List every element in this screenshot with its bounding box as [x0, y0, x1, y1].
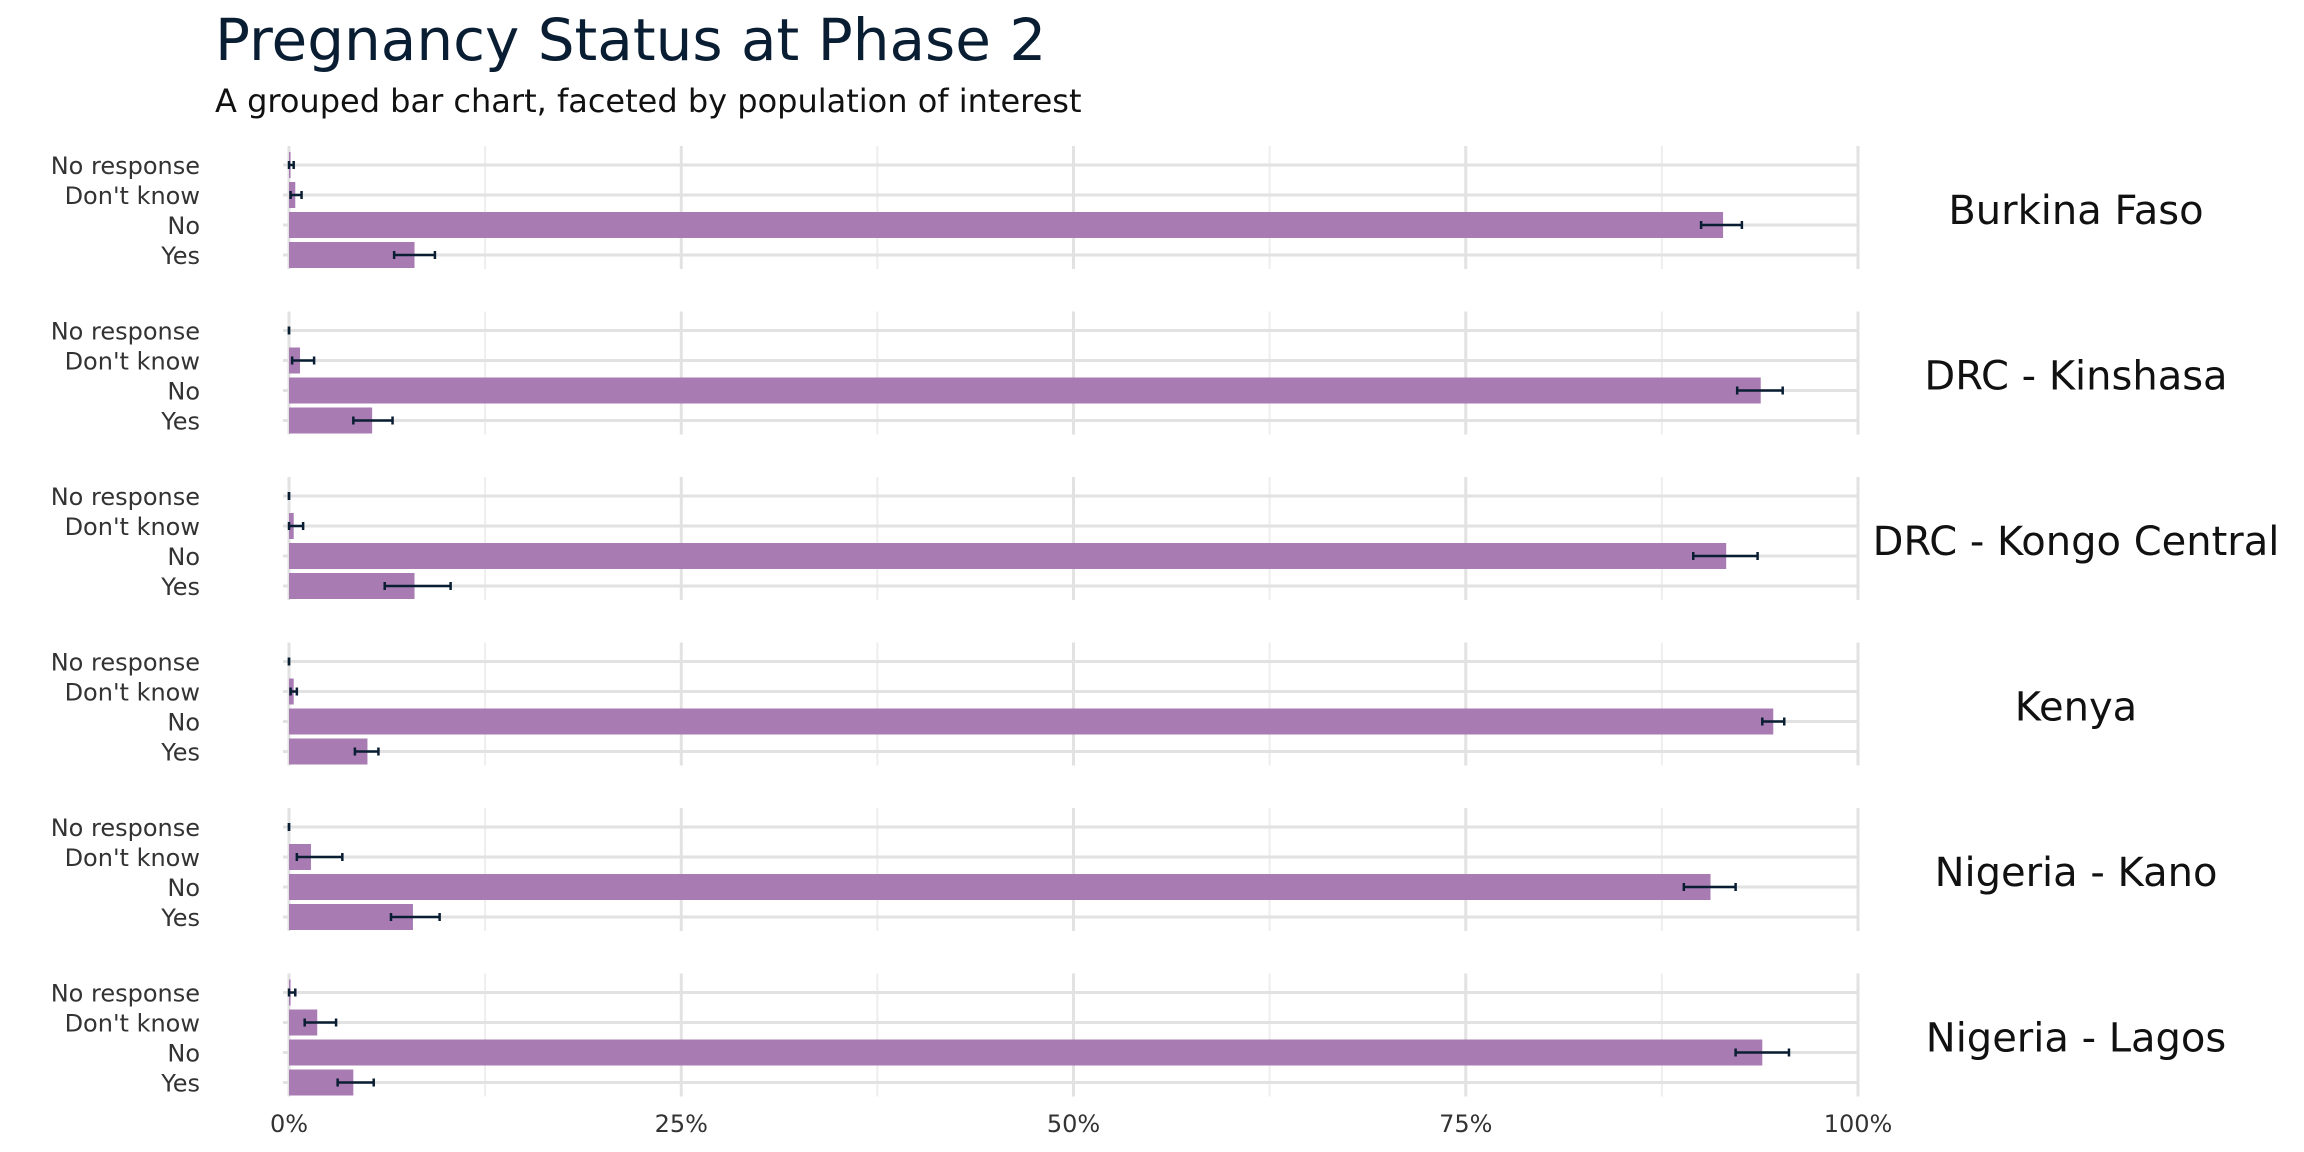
error-bar	[383, 582, 452, 590]
error-bar	[352, 416, 394, 425]
category-label: No response	[51, 318, 200, 346]
category-label: No	[167, 378, 200, 406]
error-bar	[287, 988, 297, 997]
chart-subtitle: A grouped bar chart, faceted by populati…	[215, 82, 1082, 120]
category-label: No response	[51, 814, 200, 842]
error-bar	[1692, 552, 1759, 560]
x-tick-label: 0%	[270, 1110, 308, 1138]
error-bar	[303, 1018, 338, 1027]
error-bar	[1735, 386, 1784, 395]
x-tick-label: 75%	[1439, 1110, 1492, 1138]
category-label: Yes	[160, 739, 200, 767]
facet-label: Nigeria - Kano	[1935, 850, 2218, 896]
category-label: Don't know	[65, 348, 200, 376]
x-tick-label: 100%	[1824, 1110, 1893, 1138]
error-bar	[1761, 717, 1786, 726]
bar	[289, 1039, 1763, 1066]
category-label: No response	[51, 980, 200, 1008]
category-label: Yes	[160, 573, 200, 601]
category-label: No response	[51, 152, 200, 180]
error-bar	[287, 522, 305, 530]
x-tick-label: 50%	[1047, 1110, 1100, 1138]
facet-label: Kenya	[2015, 685, 2137, 731]
category-label: Don't know	[65, 513, 200, 541]
category-label: No	[167, 874, 200, 902]
error-bar	[1699, 221, 1744, 229]
error-bar	[389, 913, 441, 921]
facet-label: Burkina Faso	[1948, 188, 2203, 234]
category-label: Yes	[160, 408, 200, 436]
bar	[289, 377, 1761, 404]
category-label: No	[167, 212, 200, 240]
error-bar	[289, 687, 299, 696]
category-label: Don't know	[65, 1010, 200, 1038]
category-label: No	[167, 1040, 200, 1068]
bar	[289, 708, 1774, 735]
bar	[289, 212, 1724, 238]
error-bar	[336, 1078, 375, 1087]
error-bar	[287, 161, 295, 169]
facet-label: DRC - Kongo Central	[1873, 519, 2280, 565]
chart-title: Pregnancy Status at Phase 2	[215, 6, 1047, 74]
bar	[289, 874, 1711, 900]
error-bar	[290, 356, 316, 365]
error-bar	[1682, 883, 1737, 891]
category-label: Yes	[160, 1070, 200, 1098]
category-label: Don't know	[65, 844, 200, 872]
bar	[289, 543, 1727, 569]
error-bar	[289, 191, 303, 199]
category-label: No response	[51, 483, 200, 511]
category-label: Yes	[160, 242, 200, 270]
error-bar	[353, 747, 380, 756]
error-bar	[295, 853, 344, 861]
facet-label: Nigeria - Lagos	[1926, 1016, 2226, 1062]
category-label: Don't know	[65, 182, 200, 210]
category-label: Yes	[160, 904, 200, 932]
x-tick-label: 25%	[655, 1110, 708, 1138]
category-label: No response	[51, 649, 200, 677]
facet-label: DRC - Kinshasa	[1924, 354, 2227, 400]
error-bar	[392, 251, 437, 259]
category-label: Don't know	[65, 679, 200, 707]
error-bar	[1734, 1048, 1791, 1057]
category-label: No	[167, 709, 200, 737]
category-label: No	[167, 543, 200, 571]
